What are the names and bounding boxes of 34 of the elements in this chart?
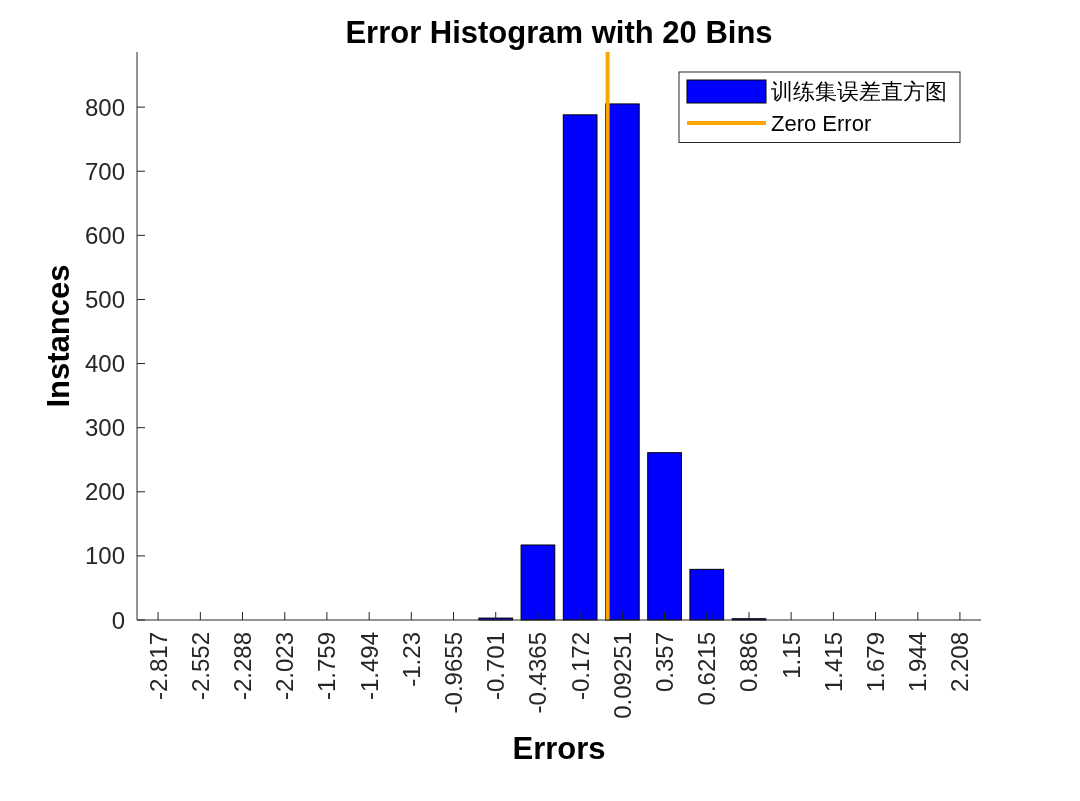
x-tick-label: -0.701 xyxy=(482,632,510,701)
x-tick-label: 1.15 xyxy=(777,632,805,679)
x-tick-label: -0.9655 xyxy=(440,632,468,714)
x-tick-label: 0.357 xyxy=(651,632,679,693)
x-tick-label: 1.679 xyxy=(862,632,890,693)
legend-label: Zero Error xyxy=(771,110,872,136)
x-tick-label: 1.944 xyxy=(904,632,932,693)
y-axis-title: Instances xyxy=(40,264,76,408)
x-tick-label: 1.415 xyxy=(819,632,847,693)
chart-title: Error Histogram with 20 Bins xyxy=(345,15,773,50)
x-tick-label: -1.23 xyxy=(397,632,425,687)
y-tick-label: 300 xyxy=(84,414,125,442)
x-tick-label: -0.4365 xyxy=(524,632,552,714)
y-tick-label: 600 xyxy=(84,221,125,249)
x-tick-label: 2.208 xyxy=(946,632,974,693)
x-axis-title: Errors xyxy=(512,731,606,766)
x-tick-label: -1.494 xyxy=(355,632,383,701)
y-tick-label: 800 xyxy=(84,93,125,121)
x-tick-label: 0.6215 xyxy=(693,632,721,706)
legend-label: 训练集误差直方图 xyxy=(771,79,947,104)
y-tick-label: 700 xyxy=(84,157,125,185)
x-tick-label: 0.886 xyxy=(735,632,763,693)
y-tick-label: 400 xyxy=(84,350,125,378)
x-tick-label: -1.759 xyxy=(313,632,341,701)
y-tick-label: 500 xyxy=(84,285,125,313)
y-tick-label: 200 xyxy=(84,478,125,506)
x-tick-label: 0.09251 xyxy=(608,632,636,719)
x-tick-label: -2.817 xyxy=(144,632,172,701)
x-tick-label: -0.172 xyxy=(566,632,594,701)
y-tick-label: 0 xyxy=(111,606,125,634)
x-tick-label: -2.552 xyxy=(186,632,214,701)
y-tick-label: 100 xyxy=(84,542,125,570)
x-tick-label: -2.023 xyxy=(271,632,299,701)
x-tick-label: -2.288 xyxy=(228,632,256,701)
